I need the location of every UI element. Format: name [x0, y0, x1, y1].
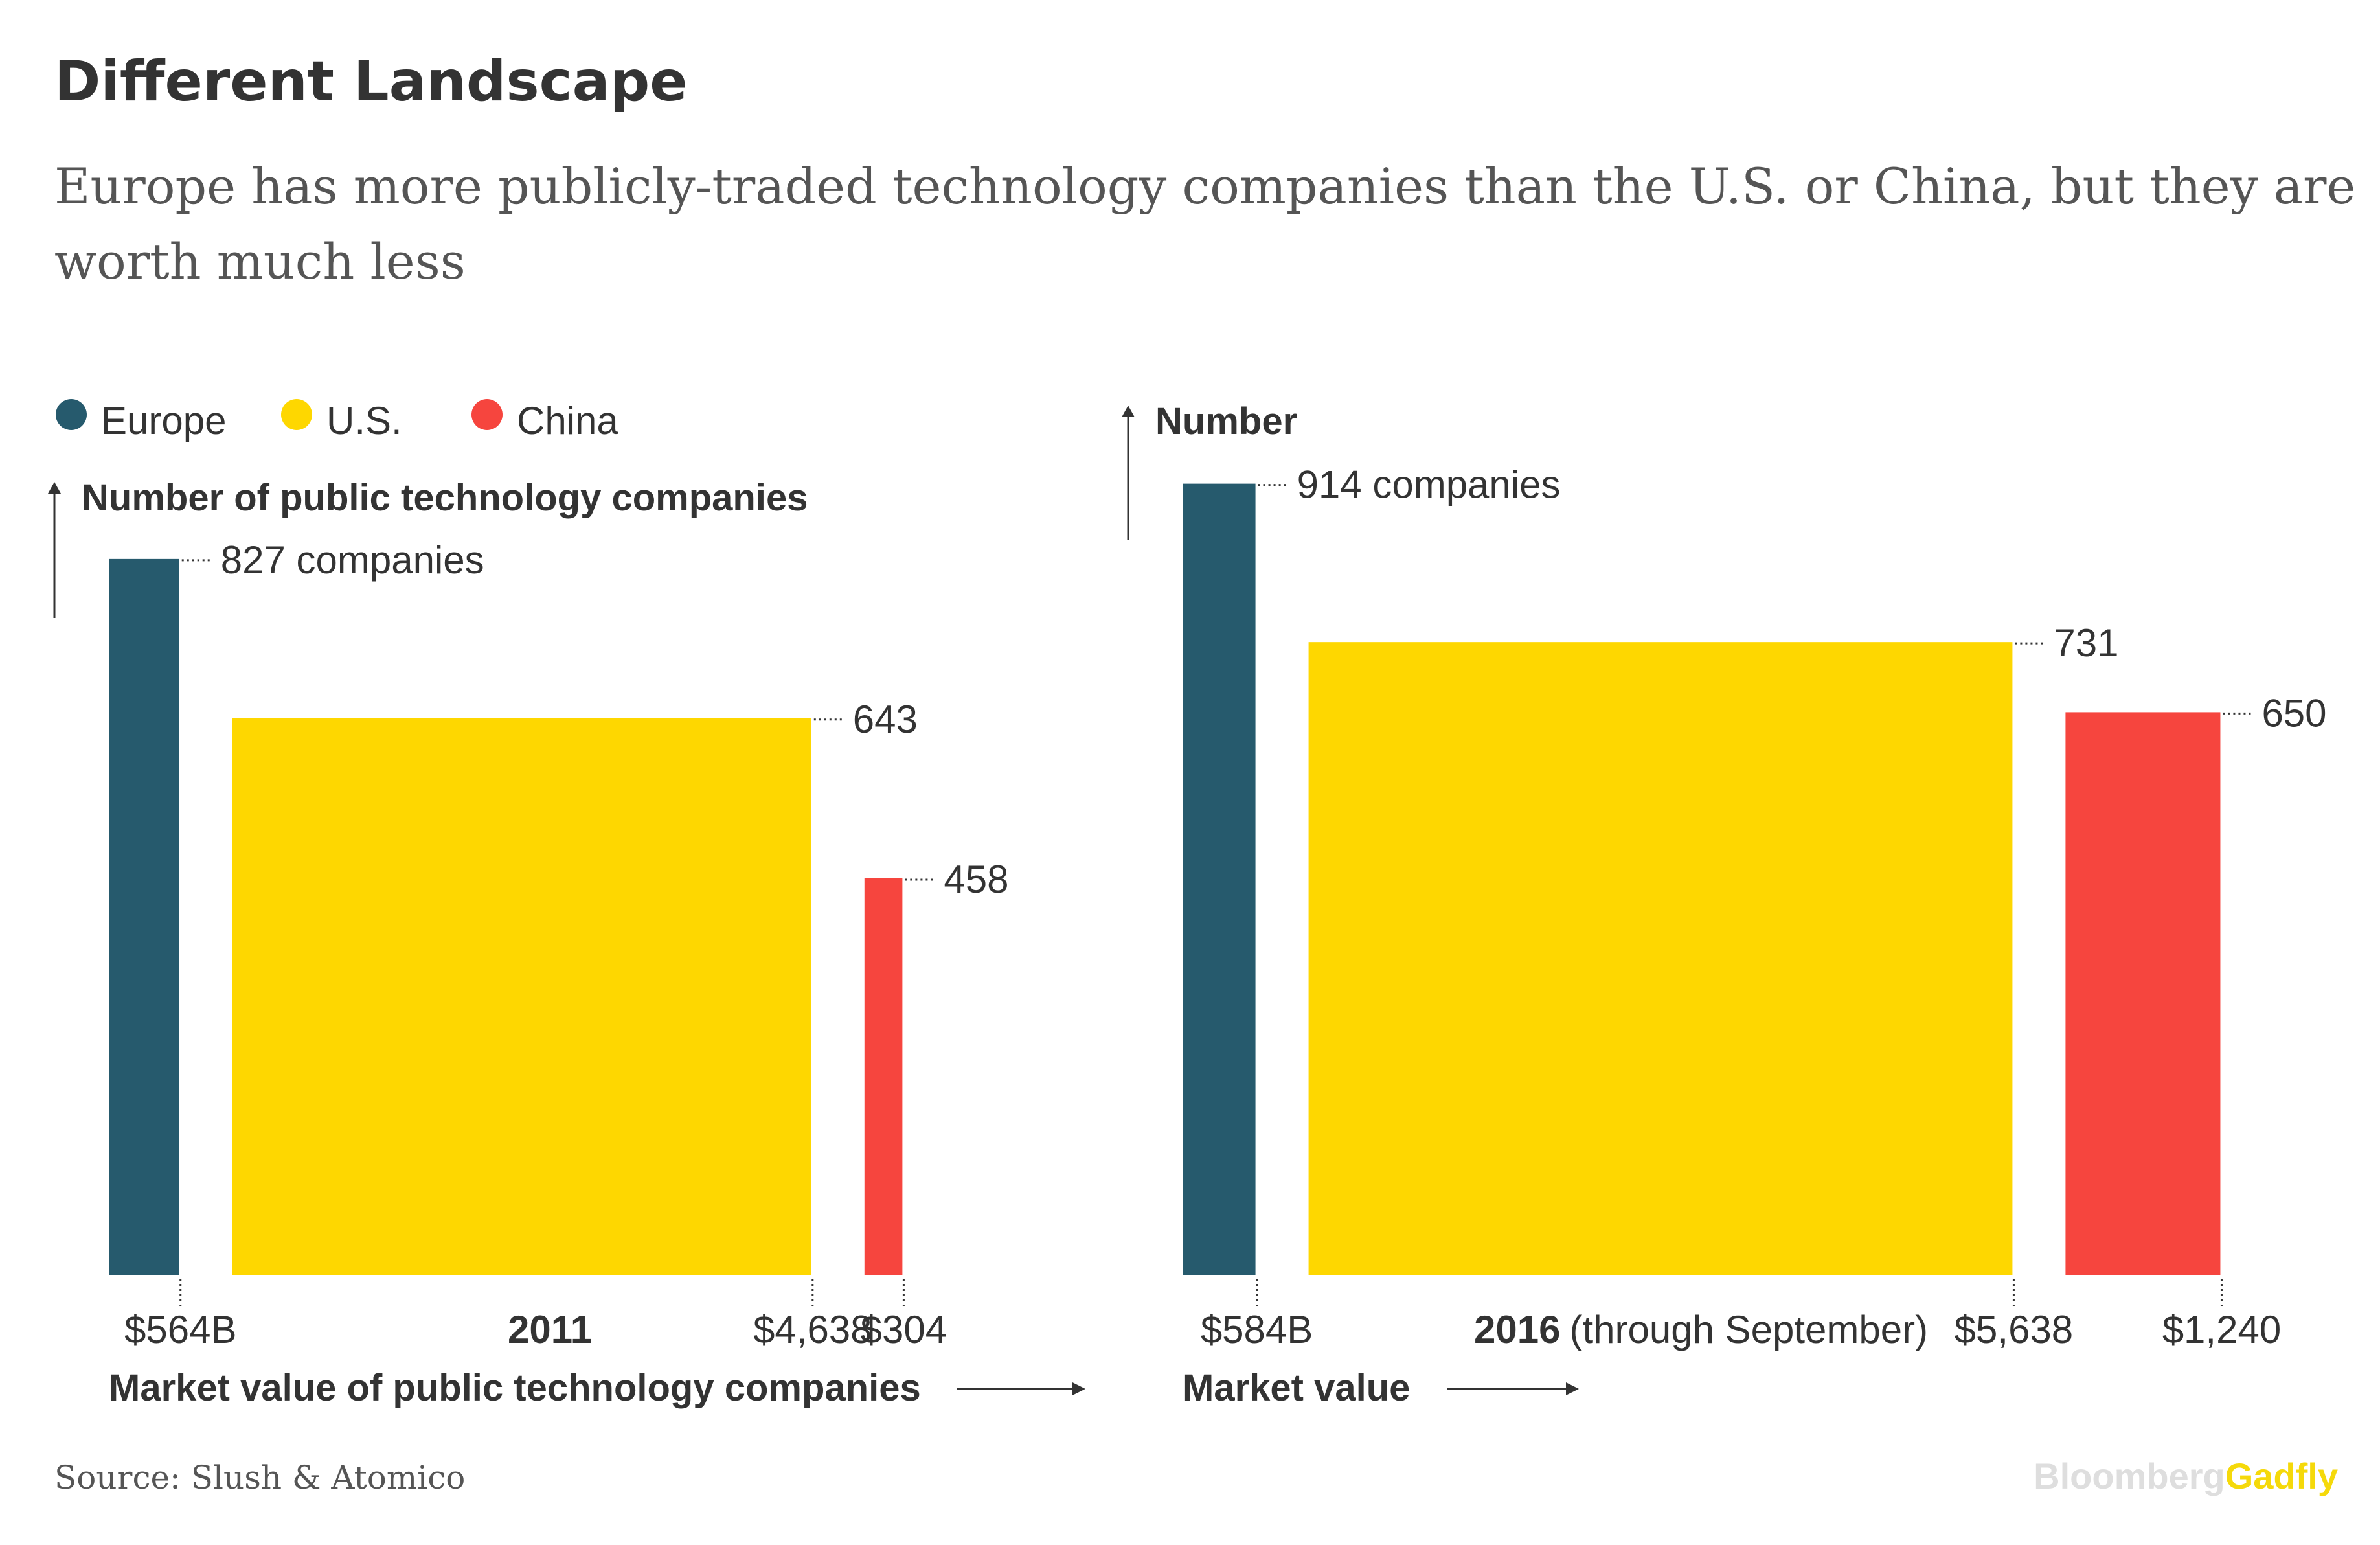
- bar-us-2011: [232, 718, 811, 1275]
- count-label-china: 458: [944, 858, 1008, 901]
- count-label-us: 643: [853, 698, 918, 741]
- chart-title: Different Landscape: [54, 49, 688, 114]
- legend-swatch-china: [471, 399, 503, 430]
- y-axis-arrow-head: [1122, 406, 1135, 417]
- chart-subtitle-line-2: worth much less: [54, 233, 466, 290]
- chart-subtitle-line-1: Europe has more publicly-traded technolo…: [54, 157, 2355, 215]
- x-axis-label: Market value: [1183, 1367, 1410, 1409]
- logo-bloomberg: Bloomberg: [2034, 1456, 2225, 1496]
- legend-label-us: U.S.: [326, 399, 402, 442]
- bloomberg-gadfly-logo: BloombergGadfly: [2034, 1456, 2338, 1496]
- y-axis-arrow-head: [48, 482, 61, 494]
- x-axis-arrow-head: [1072, 1382, 1085, 1395]
- bar-europe-2016: [1183, 483, 1256, 1275]
- legend-swatch-europe: [56, 399, 87, 430]
- value-label-us: $5,638: [1955, 1308, 2074, 1351]
- legend-label-china: China: [517, 399, 618, 442]
- value-label-us: $4,638: [753, 1308, 872, 1351]
- panel-2011: Number of public technology companies Mar…: [48, 477, 1085, 1409]
- count-label-europe: 914 companies: [1297, 463, 1561, 507]
- value-label-china: $1,240: [2162, 1308, 2282, 1351]
- value-label-europe: $564B: [124, 1308, 237, 1351]
- legend: Europe U.S. China: [56, 399, 618, 442]
- legend-swatch-us: [281, 399, 312, 430]
- legend-label-europe: Europe: [101, 399, 226, 442]
- year-label: 2016 (through September): [1474, 1308, 1928, 1351]
- y-axis-label: Number of public technology companies: [82, 477, 808, 519]
- x-axis-label: Market value of public technology compan…: [109, 1367, 921, 1409]
- panel-2016: Number Market value 2016 (through September…: [1122, 400, 2327, 1409]
- count-label-us: 731: [2054, 621, 2118, 665]
- year-value: 2016: [1474, 1308, 1560, 1351]
- logo-gadfly: Gadfly: [2225, 1456, 2338, 1496]
- bar-china-2016: [2065, 712, 2221, 1275]
- count-label-europe: 827 companies: [221, 538, 484, 582]
- year-note: (through September): [1569, 1308, 1928, 1351]
- bar-china-2011: [864, 878, 903, 1275]
- year-value: 2011: [508, 1308, 592, 1351]
- value-label-europe: $584B: [1201, 1308, 1313, 1351]
- x-axis-arrow-head: [1566, 1382, 1579, 1395]
- bar-us-2016: [1308, 642, 2013, 1275]
- count-label-china: 650: [2261, 691, 2326, 735]
- year-label: 2011: [508, 1308, 592, 1351]
- value-label-china: $304: [861, 1308, 947, 1351]
- y-axis-label: Number: [1155, 400, 1297, 442]
- source-note: Source: Slush & Atomico: [54, 1459, 465, 1496]
- bar-europe-2011: [109, 558, 179, 1275]
